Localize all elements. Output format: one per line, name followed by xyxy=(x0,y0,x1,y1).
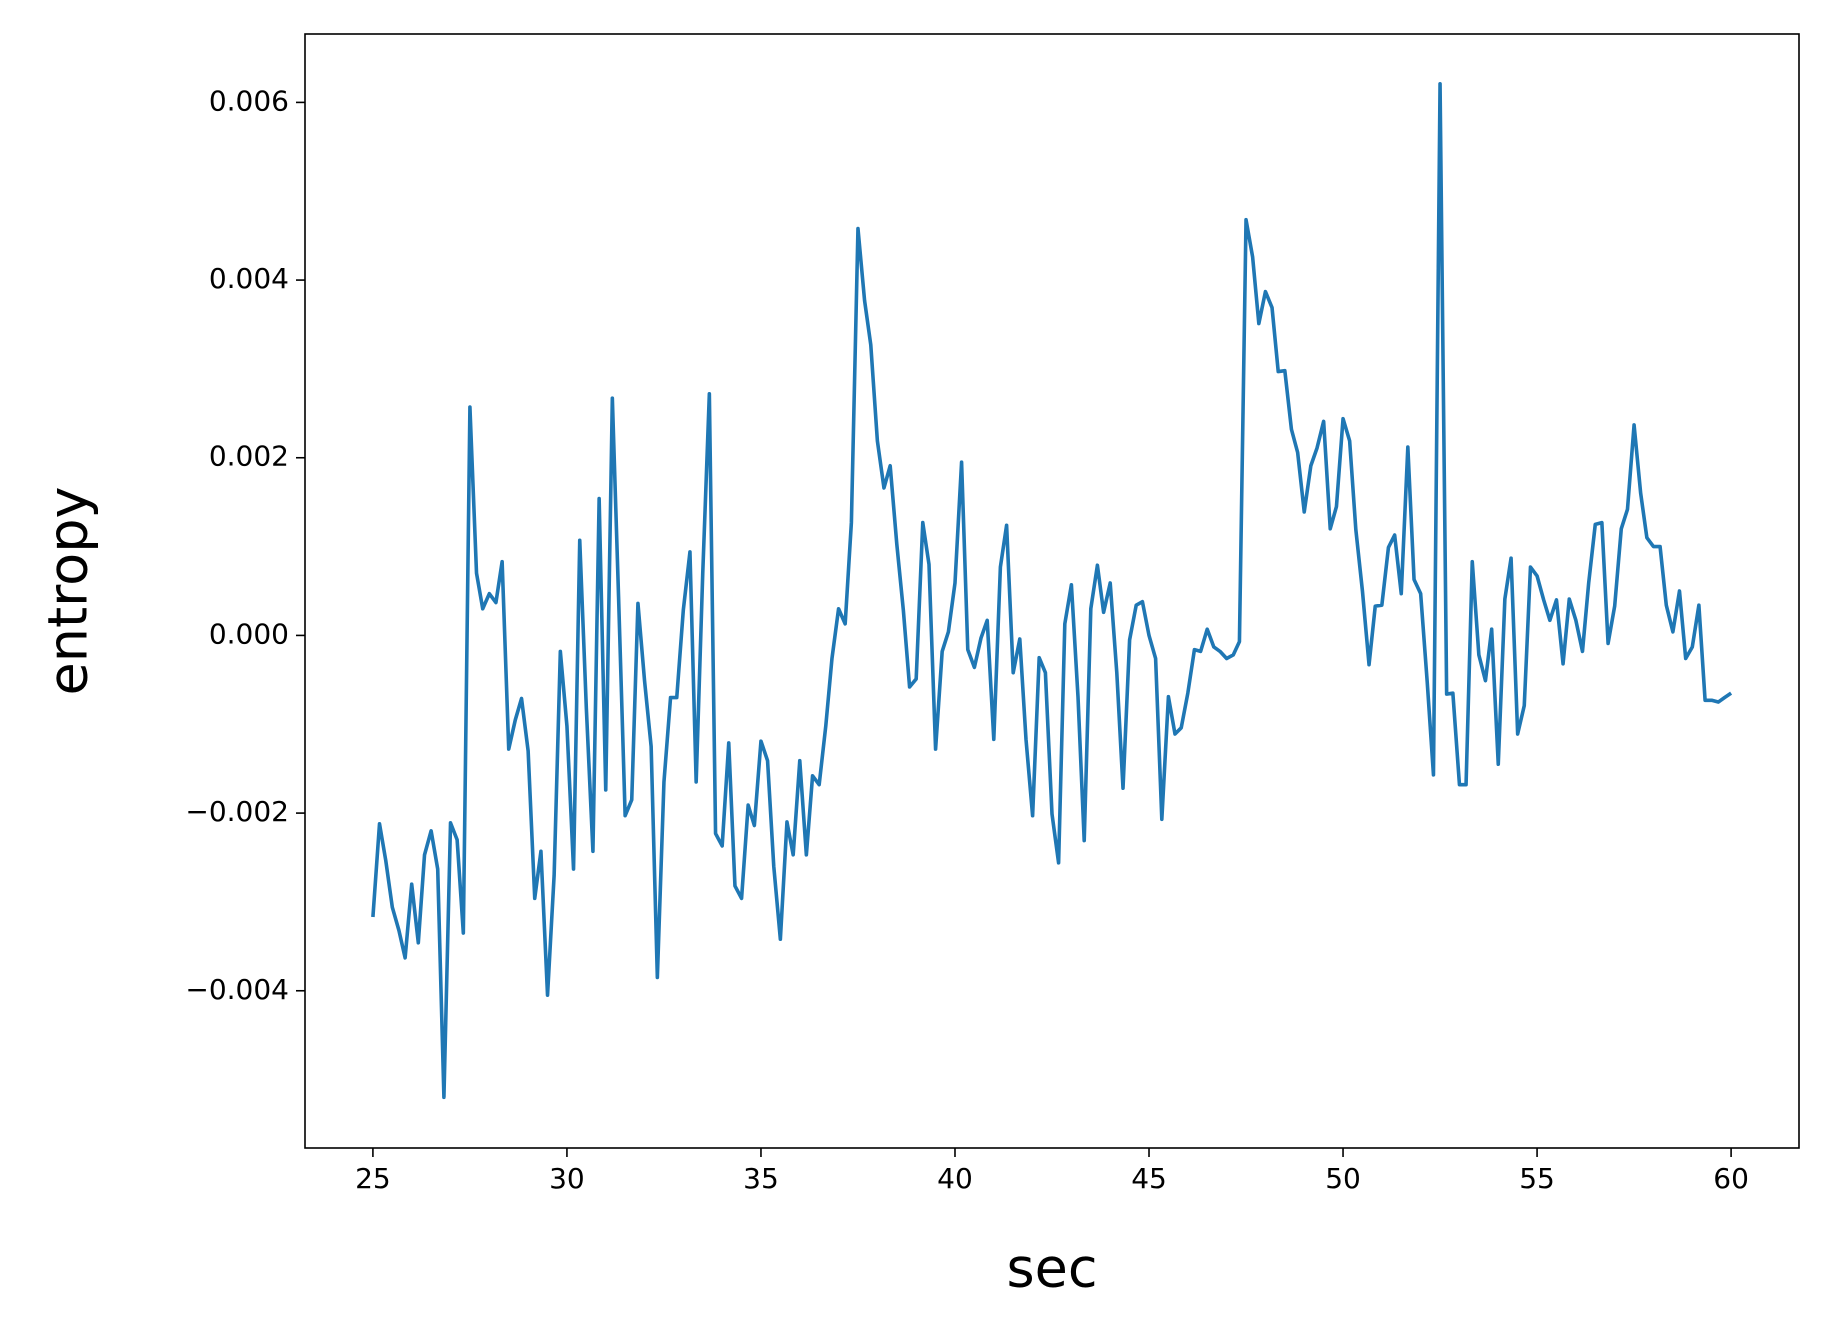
x-axis-label: sec xyxy=(1006,1237,1097,1300)
y-tick-label: −0.004 xyxy=(185,973,289,1006)
x-tick-label: 35 xyxy=(743,1162,779,1195)
x-tick-label: 25 xyxy=(355,1162,391,1195)
x-tick-label: 50 xyxy=(1325,1162,1361,1195)
x-tick-label: 30 xyxy=(549,1162,585,1195)
x-tick-label: 55 xyxy=(1519,1162,1555,1195)
x-tick-label: 40 xyxy=(937,1162,973,1195)
data-line xyxy=(371,81,1733,1100)
x-tick-label: 60 xyxy=(1713,1162,1749,1195)
y-tick-label: 0.004 xyxy=(209,262,289,295)
y-tick-label: 0.000 xyxy=(209,617,289,650)
y-tick-label: −0.002 xyxy=(185,795,289,828)
y-tick-label: 0.002 xyxy=(209,440,289,473)
x-tick-label: 45 xyxy=(1131,1162,1167,1195)
y-tick-label: 0.006 xyxy=(209,84,289,117)
plot-frame xyxy=(304,33,1800,1149)
y-axis-label: entropy xyxy=(37,487,100,696)
